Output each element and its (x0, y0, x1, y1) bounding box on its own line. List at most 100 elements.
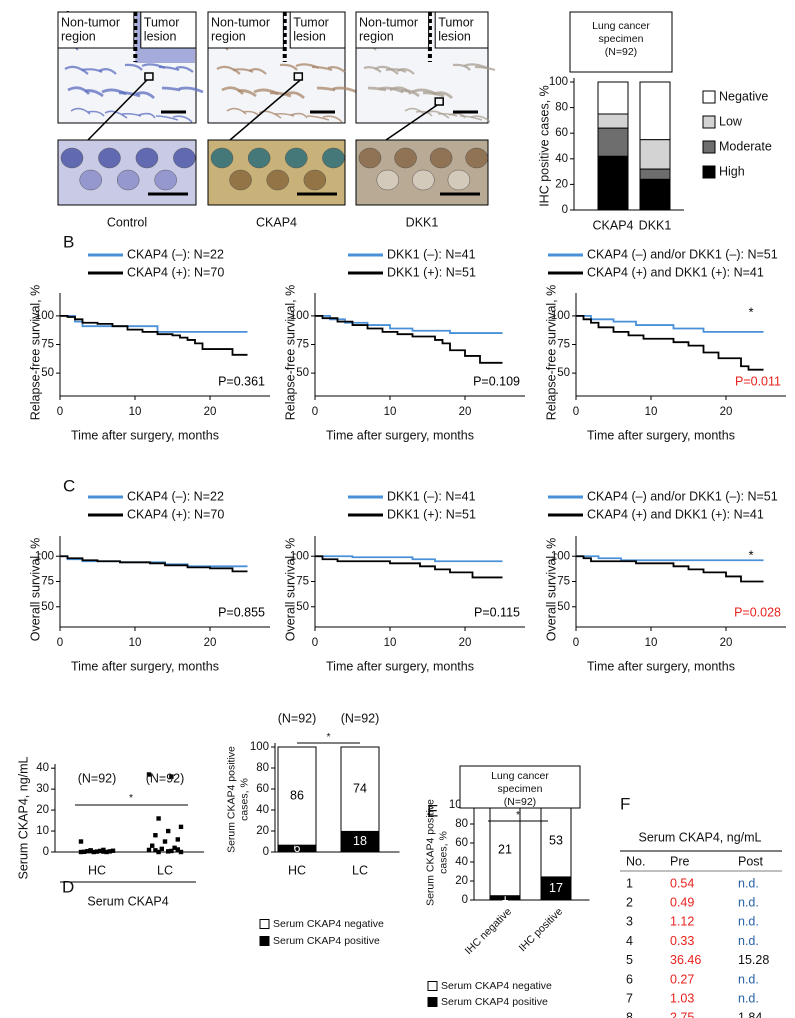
y-tick-label: 100 (551, 550, 570, 562)
data-point (82, 849, 87, 854)
count-label: 6 (294, 841, 301, 855)
survival-curve (576, 314, 764, 333)
data-point (91, 849, 96, 855)
p-value: P=0.011 (735, 374, 781, 388)
y-axis-title: Overall survival, % (283, 538, 297, 642)
data-point (178, 849, 184, 855)
tissue-streak (121, 112, 142, 117)
title-box (569, 11, 673, 73)
cell (79, 169, 102, 191)
x-tick-label: 20 (720, 637, 733, 649)
x-tick-label: IHC negative (463, 905, 515, 957)
tissue-streak (64, 65, 89, 75)
x-axis-title: Time after surgery, months (587, 659, 735, 673)
table-cell: 1.84 (738, 1011, 762, 1018)
legend-label: CKAP4 (+): N=70 (127, 507, 224, 521)
region-label: Non-tumor (61, 15, 120, 29)
tissue-streak (306, 115, 330, 121)
survival-curve (576, 555, 764, 562)
legend-label: Negative (719, 89, 768, 103)
y-tick-label: 100 (549, 76, 568, 88)
tissue-streak (161, 86, 181, 92)
y-axis-title: cases, % (238, 778, 250, 821)
cell (247, 147, 271, 169)
x-tick-label: 10 (129, 406, 142, 418)
table-cell: 1.12 (670, 915, 694, 929)
label-bg (434, 11, 489, 49)
table-cell: 8 (626, 1011, 633, 1018)
tissue-streak (385, 68, 407, 73)
y-tick-label: 60 (555, 127, 568, 139)
data-point (107, 849, 112, 854)
tissue-streak (67, 86, 91, 95)
y-tick-label: 50 (557, 601, 570, 613)
y-axis-title: cases, % (437, 831, 449, 874)
legend-label: Serum CKAP4 negative (441, 980, 552, 992)
cell (60, 147, 84, 169)
table-cell: 1 (626, 876, 633, 890)
survival-curve (576, 555, 764, 583)
table-cell: 0.54 (670, 876, 694, 890)
tissue-streak (295, 63, 320, 70)
x-tick-label: 20 (204, 406, 217, 418)
x-axis-title: Time after surgery, months (71, 659, 219, 673)
bar-segment (489, 804, 521, 897)
survival-curve (60, 555, 248, 568)
tissue-streak (141, 63, 166, 70)
significance: * (749, 305, 754, 319)
panel-letter: C (63, 476, 75, 495)
data-point (104, 849, 109, 855)
region-label: Tumor (438, 15, 474, 29)
y-tick-label: 75 (41, 339, 54, 351)
group-label: (N=92) (78, 771, 117, 785)
table-cell: 2.75 (670, 1011, 694, 1018)
significance: * (516, 809, 520, 821)
data-point (159, 846, 164, 852)
bar-segment (639, 178, 671, 211)
chart-title: (N=92) (605, 46, 637, 58)
table-header: Pre (670, 854, 690, 868)
legend-label: Moderate (719, 139, 772, 153)
group-label: (N=92) (341, 711, 380, 725)
tissue-streak (104, 110, 128, 119)
data-point (146, 847, 152, 853)
data-point (166, 828, 171, 834)
bar-segment (597, 127, 629, 157)
tissue-streak (367, 86, 387, 92)
region-label: region (211, 29, 246, 43)
data-point (150, 843, 155, 848)
tissue-streak (124, 63, 143, 71)
panel-letter: D (62, 877, 74, 896)
zoom-connector (229, 79, 301, 141)
p-value: P=0.115 (474, 605, 520, 619)
legend-label: High (719, 164, 745, 178)
data-point (153, 833, 158, 838)
legend-swatch (259, 936, 270, 946)
count-label: 53 (549, 833, 563, 847)
survival-curve (60, 555, 248, 573)
bar-segment (639, 139, 671, 170)
table-cell: 4 (626, 934, 633, 948)
tissue-streak (415, 110, 433, 117)
data-point (85, 848, 90, 854)
y-tick-label: 100 (290, 310, 309, 322)
tissue-streak (363, 66, 382, 73)
p-value: P=0.028 (734, 605, 781, 619)
x-tick-label: 20 (204, 637, 217, 649)
cell (358, 147, 382, 169)
image-caption: Control (107, 215, 147, 229)
zoom-connector (385, 104, 438, 141)
significance: * (749, 548, 754, 562)
x-tick-label: 0 (57, 637, 63, 649)
tissue-streak (155, 115, 179, 121)
tissue-streak (285, 91, 305, 100)
y-tick-label: 80 (555, 102, 568, 114)
data-point (169, 848, 174, 854)
cell (173, 147, 196, 169)
x-tick-label: 0 (573, 406, 579, 418)
cell (266, 169, 289, 191)
y-tick-label: 50 (557, 367, 570, 379)
region-label: Non-tumor (359, 15, 418, 29)
x-tick-label: CKAP4 (593, 218, 634, 232)
y-tick-label: 50 (41, 601, 54, 613)
